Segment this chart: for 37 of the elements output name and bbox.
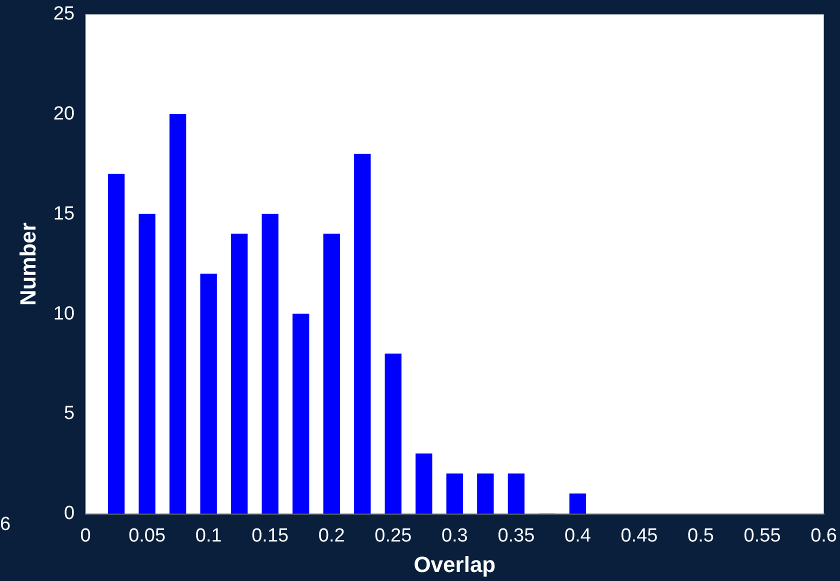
x-tick-label: 0.15: [252, 525, 289, 546]
bar: [354, 154, 371, 514]
text: 6: [0, 514, 11, 536]
bar: [262, 214, 278, 514]
bar: [231, 234, 248, 514]
bar: [384, 354, 402, 514]
x-tick-label: 0.5: [688, 525, 714, 546]
x-tick-label: 0.55: [744, 525, 781, 546]
bar: [323, 234, 340, 514]
x-tick-label: 0.05: [128, 525, 166, 546]
bar: [508, 474, 525, 514]
y-tick-label: 15: [53, 203, 75, 224]
x-tick-label: 0.6: [810, 525, 838, 546]
y-axis-title: Number: [15, 222, 40, 306]
bar: [292, 314, 310, 514]
bar: [169, 114, 186, 514]
x-tick-label: 0.1: [195, 525, 222, 546]
y-tick-label: 25: [53, 4, 75, 25]
bar: [416, 454, 432, 514]
x-tick-label: 0: [80, 525, 91, 546]
bar: [446, 474, 463, 514]
bar: [477, 474, 494, 514]
bar: [200, 274, 217, 514]
x-tick-label: 0.4: [564, 525, 592, 546]
x-tick-label: 0.45: [620, 525, 658, 546]
x-tick-label: 0.3: [441, 525, 468, 546]
bar: [569, 493, 586, 514]
x-axis-title: Overlap: [414, 552, 496, 577]
y-tick-label: 20: [53, 104, 75, 125]
x-tick-label: 0.25: [374, 525, 412, 546]
y-tick-label: 10: [53, 303, 75, 324]
x-tick-label: 0.2: [318, 525, 345, 546]
bar: [108, 174, 125, 514]
bar: [138, 214, 156, 514]
x-tick-label: 0.35: [498, 525, 535, 546]
y-tick-label: 5: [64, 403, 75, 424]
y-tick-label: 0: [64, 503, 75, 524]
